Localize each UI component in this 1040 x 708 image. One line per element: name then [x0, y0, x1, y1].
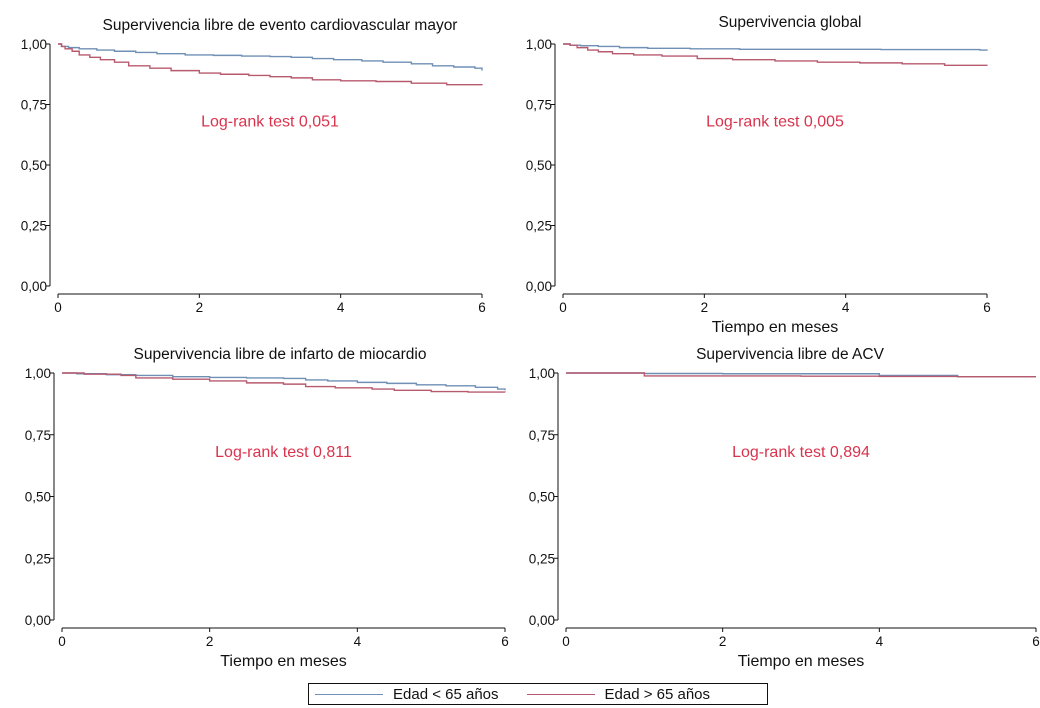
x-axis-label: Tiempo en meses — [712, 319, 839, 336]
chart-panel-4: Supervivencia libre de ACV 0,00 0,25 0,50 0,… — [529, 346, 1040, 670]
x-tick-label: 2 — [719, 634, 727, 649]
x-axis-label: Tiempo en meses — [738, 653, 865, 670]
y-tick-label: 0,00 — [526, 279, 552, 294]
survival-curve-over-65 — [62, 372, 506, 393]
y-tick-label: 0,75 — [526, 98, 552, 113]
survival-curve-over-65 — [563, 43, 988, 66]
survival-curve-under-65 — [563, 43, 988, 51]
x-tick-label: 2 — [206, 634, 214, 649]
x-tick-label: 0 — [54, 300, 62, 315]
legend: Edad < 65 años Edad > 65 años — [308, 683, 768, 705]
y-tick-label: 0,50 — [526, 158, 552, 173]
chart-panel-3: Supervivencia libre de infarto de miocar… — [25, 346, 509, 670]
x-tick-label: 0 — [58, 634, 66, 649]
y-tick-label: 0,00 — [529, 613, 555, 628]
legend-item-under-65: Edad < 65 años — [309, 686, 499, 703]
chart-panel-2: Supervivencia global 0,00 0,25 0,50 0,75 1,00… — [526, 14, 991, 336]
x-tick-label: 4 — [842, 300, 850, 315]
log-rank-annotation: Log-rank test 0,894 — [732, 444, 870, 461]
x-tick-label: 4 — [876, 634, 884, 649]
x-tick-label: 2 — [701, 300, 709, 315]
x-tick-label: 0 — [559, 300, 567, 315]
log-rank-annotation: Log-rank test 0,051 — [201, 114, 339, 131]
y-tick-label: 0,25 — [21, 219, 47, 234]
survival-curve-over-65 — [58, 43, 483, 86]
x-tick-label: 6 — [501, 634, 509, 649]
legend-item-over-65: Edad > 65 años — [521, 685, 711, 703]
km-figure: Supervivencia libre de evento cardiovasc… — [21, 14, 1040, 670]
chart-title: Supervivencia libre de evento cardiovasc… — [103, 17, 458, 34]
y-tick-label: 0,25 — [529, 551, 555, 566]
chart-title: Supervivencia libre de ACV — [696, 346, 884, 363]
x-tick-label: 0 — [562, 634, 570, 649]
x-tick-label: 4 — [354, 634, 362, 649]
y-tick-label: 0,00 — [25, 613, 51, 628]
x-tick-label: 2 — [196, 300, 204, 315]
y-tick-label: 0,25 — [526, 219, 552, 234]
legend-swatch-under-65 — [315, 693, 383, 695]
y-tick-label: 0,25 — [25, 551, 51, 566]
chart-title: Supervivencia libre de infarto de miocar… — [134, 346, 427, 363]
y-tick-label: 0,50 — [21, 158, 47, 173]
survival-curve-over-65 — [566, 372, 1036, 378]
y-tick-label: 1,00 — [21, 37, 47, 52]
legend-label-over-65: Edad > 65 años — [604, 685, 711, 703]
x-tick-label: 6 — [478, 300, 486, 315]
legend-swatch-over-65 — [526, 693, 595, 695]
chart-panel-1: Supervivencia libre de evento cardiovasc… — [21, 17, 486, 315]
y-tick-label: 1,00 — [529, 366, 555, 381]
x-tick-label: 4 — [337, 300, 345, 315]
y-tick-label: 0,00 — [21, 279, 47, 294]
survival-curve-under-65 — [58, 43, 483, 71]
legend-label-under-65: Edad < 65 años — [393, 685, 499, 703]
y-tick-label: 0,50 — [529, 490, 555, 505]
x-tick-label: 6 — [983, 300, 991, 315]
y-tick-label: 1,00 — [526, 37, 552, 52]
x-axis-label: Tiempo en meses — [220, 653, 347, 670]
y-tick-label: 0,50 — [25, 490, 51, 505]
y-tick-label: 0,75 — [21, 98, 47, 113]
y-tick-label: 1,00 — [25, 366, 51, 381]
y-tick-label: 0,75 — [529, 428, 555, 443]
log-rank-annotation: Log-rank test 0,811 — [215, 444, 352, 461]
chart-title: Supervivencia global — [718, 14, 861, 31]
log-rank-annotation: Log-rank test 0,005 — [706, 114, 844, 131]
y-tick-label: 0,75 — [25, 428, 51, 443]
x-tick-label: 6 — [1032, 634, 1040, 649]
